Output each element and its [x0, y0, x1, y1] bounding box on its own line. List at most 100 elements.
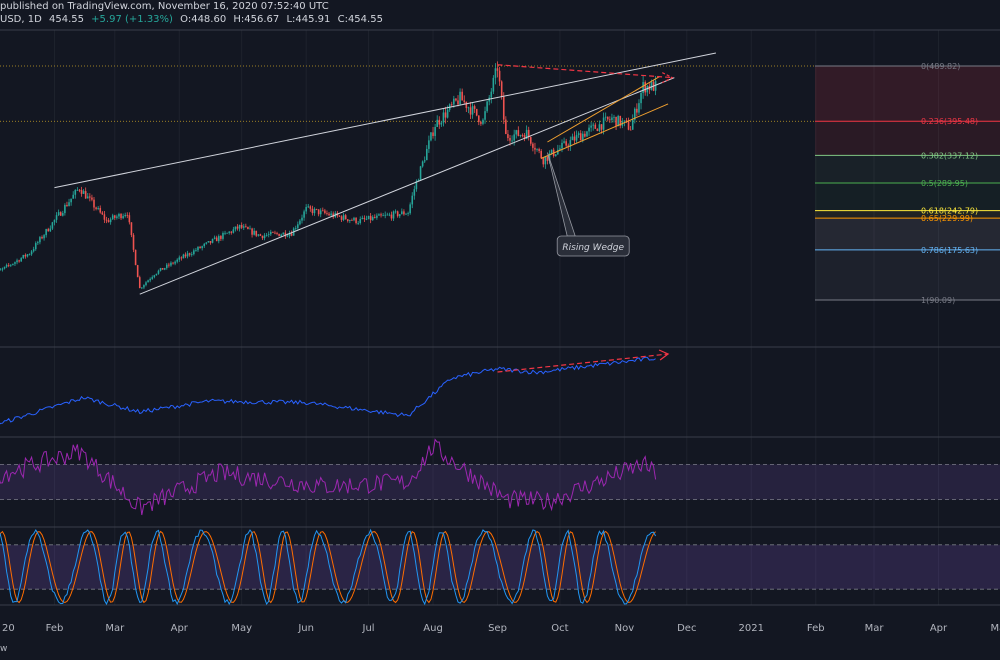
- candle-body: [465, 101, 468, 109]
- candle-body: [188, 253, 191, 255]
- candle-body: [484, 111, 486, 120]
- candle: [619, 115, 622, 129]
- candle: [201, 245, 203, 251]
- stoch-band: [0, 544, 1000, 590]
- candle: [59, 211, 62, 216]
- candle-body: [176, 259, 178, 262]
- candle: [532, 142, 534, 152]
- candle-body: [157, 270, 160, 274]
- candle: [270, 229, 272, 236]
- x-tick-label: Nov: [615, 623, 635, 634]
- candle: [240, 222, 243, 230]
- candle-body: [467, 107, 470, 109]
- candle-body: [403, 211, 405, 215]
- candle-body: [236, 226, 239, 229]
- candle-body: [105, 219, 108, 221]
- candle-body: [575, 134, 578, 141]
- candle: [47, 227, 50, 232]
- candle-body: [463, 100, 466, 102]
- candle: [288, 230, 291, 239]
- candle: [297, 221, 299, 231]
- candle: [444, 106, 447, 124]
- candle-body: [440, 122, 443, 125]
- rsi-band: [0, 464, 1000, 500]
- candle-body: [64, 205, 66, 214]
- candle-body: [80, 189, 83, 194]
- candle: [426, 145, 428, 161]
- candle-body: [39, 237, 41, 243]
- candle: [184, 252, 187, 259]
- candle-body: [136, 265, 139, 278]
- candle-body: [627, 121, 630, 130]
- candle-body: [457, 100, 459, 105]
- candle: [41, 235, 43, 240]
- candle-body: [159, 268, 162, 271]
- candle: [609, 116, 611, 123]
- candle: [380, 212, 382, 218]
- candle-body: [18, 260, 20, 262]
- candle-body: [299, 220, 301, 225]
- fib-level-label: 1(90.09): [921, 296, 955, 305]
- candle: [172, 261, 174, 265]
- candle-body: [14, 262, 16, 264]
- candle-body: [174, 261, 176, 264]
- candle-body: [419, 166, 422, 180]
- candle-body: [421, 161, 424, 167]
- candle: [226, 232, 228, 234]
- candle-body: [168, 264, 170, 266]
- candle-body: [426, 148, 428, 161]
- candle: [66, 201, 68, 207]
- candle: [536, 148, 538, 152]
- candle: [272, 231, 274, 233]
- candle: [124, 212, 126, 218]
- candle: [14, 261, 16, 266]
- candle: [182, 253, 185, 259]
- candle-body: [178, 257, 181, 260]
- trend-drawings[interactable]: Rising Wedge: [54, 52, 717, 295]
- candle: [577, 131, 580, 138]
- candle-body: [1, 268, 4, 270]
- candle-body: [116, 216, 118, 218]
- candle-body: [486, 101, 488, 112]
- candle: [118, 212, 120, 220]
- candle-body: [163, 268, 166, 270]
- candle-body: [170, 262, 172, 266]
- candle-body: [303, 211, 305, 218]
- candle-body: [103, 214, 106, 220]
- candle: [592, 122, 594, 131]
- candle: [147, 279, 149, 283]
- candle: [471, 102, 474, 119]
- candle: [303, 209, 305, 221]
- candle-body: [111, 215, 114, 220]
- candlestick-series: [0, 61, 657, 290]
- candle-body: [82, 191, 85, 194]
- candle: [478, 115, 480, 126]
- candle-body: [155, 273, 158, 276]
- candle: [515, 129, 518, 139]
- candle-body: [232, 229, 235, 233]
- candle-body: [109, 219, 112, 223]
- candle-body: [240, 224, 243, 228]
- candle-body: [322, 210, 324, 212]
- candle: [617, 114, 619, 127]
- candle: [563, 137, 565, 144]
- candle-body: [184, 254, 187, 257]
- candle: [629, 125, 632, 131]
- candle: [538, 147, 540, 154]
- candle: [521, 133, 524, 138]
- candle-body: [197, 246, 199, 251]
- candle: [195, 247, 197, 252]
- candle: [644, 80, 646, 96]
- candle: [461, 88, 463, 101]
- candle-body: [220, 236, 222, 239]
- fibonacci-retracement[interactable]: 0(489.82) 0.236(395.48) 0.382(337.12) 0.5(2…: [0, 62, 1000, 305]
- x-tick-label: May: [991, 623, 1000, 634]
- candle: [386, 212, 389, 216]
- candle-body: [565, 141, 567, 146]
- candle: [361, 215, 364, 220]
- candle-body: [186, 253, 189, 257]
- candle-body: [193, 250, 195, 255]
- candle: [136, 264, 139, 278]
- candle-body: [338, 215, 341, 217]
